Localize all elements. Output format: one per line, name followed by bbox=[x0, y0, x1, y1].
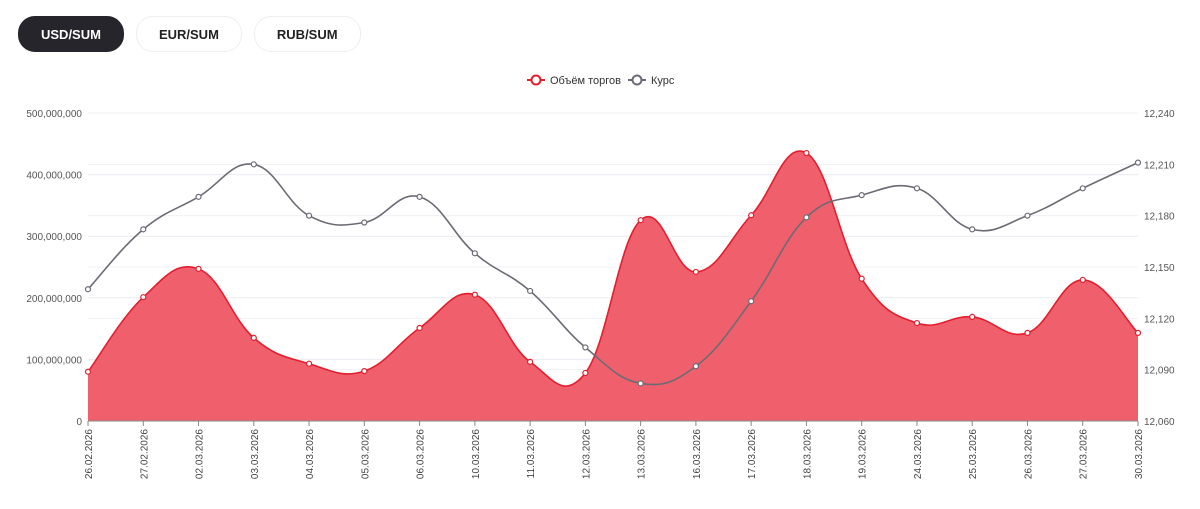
volume-point bbox=[1079, 276, 1086, 284]
left-axis-tick-label: 100,000,000 bbox=[26, 355, 82, 366]
x-axis-tick-label: 11.03.2026 bbox=[526, 429, 537, 479]
rate-point bbox=[913, 185, 921, 192]
currency-tabs: USD/SUM EUR/SUM RUB/SUM bbox=[18, 16, 361, 52]
right-axis-tick-label: 12,180 bbox=[1144, 212, 1175, 223]
rate-point bbox=[305, 212, 313, 219]
volume-point bbox=[748, 212, 755, 219]
x-axis-tick-label: 27.02.2026 bbox=[139, 429, 150, 479]
x-axis-tick-label: 25.03.2026 bbox=[968, 429, 979, 479]
volume-point bbox=[803, 149, 810, 157]
volume-point bbox=[471, 291, 478, 298]
x-axis-tick-label: 24.03.2026 bbox=[913, 429, 924, 479]
x-axis-tick-label: 26.02.2026 bbox=[84, 429, 95, 479]
x-axis-tick-label: 04.03.2026 bbox=[305, 429, 316, 479]
left-axis-tick-label: 500,000,000 bbox=[26, 109, 82, 120]
volume-point bbox=[140, 294, 147, 301]
volume-line bbox=[87, 150, 1139, 387]
left-axis-tick-label: 0 bbox=[76, 417, 82, 428]
rate-point bbox=[1079, 185, 1086, 192]
volume-point bbox=[195, 265, 202, 272]
volume-point bbox=[913, 319, 921, 327]
rate-point bbox=[803, 214, 810, 221]
x-axis-tick-label: 10.03.2026 bbox=[471, 429, 482, 479]
right-axis-tick-label: 12,060 bbox=[1144, 417, 1175, 428]
rate-point bbox=[527, 287, 534, 295]
volume-point bbox=[250, 334, 257, 341]
rate-point bbox=[140, 226, 147, 233]
tab-usd-sum[interactable]: USD/SUM bbox=[18, 16, 124, 52]
legend-item-rate[interactable]: Курс bbox=[628, 74, 675, 87]
right-axis-tick-label: 12,090 bbox=[1144, 366, 1175, 377]
rate-point bbox=[416, 193, 423, 200]
x-axis-tick-label: 16.03.2026 bbox=[692, 429, 703, 479]
left-axis-tick-label: 400,000,000 bbox=[26, 171, 82, 182]
x-axis-tick-label: 12.03.2026 bbox=[581, 429, 592, 479]
tab-eur-sum[interactable]: EUR/SUM bbox=[135, 16, 242, 52]
legend-volume-label: Объём торгов bbox=[550, 75, 621, 87]
x-axis-tick-label: 27.03.2026 bbox=[1079, 429, 1090, 479]
x-axis-tick-label: 03.03.2026 bbox=[250, 429, 261, 479]
volume-point bbox=[361, 368, 368, 375]
legend-volume-marker-icon bbox=[530, 74, 542, 86]
x-axis-tick-label: 02.03.2026 bbox=[195, 429, 206, 479]
x-axis-tick-label: 06.03.2026 bbox=[416, 429, 427, 479]
volume-point bbox=[527, 358, 534, 365]
legend-rate-marker-icon bbox=[631, 74, 643, 86]
volume-point bbox=[1024, 329, 1031, 337]
rate-point bbox=[692, 363, 699, 370]
x-axis-tick-label: 18.03.2026 bbox=[802, 429, 813, 479]
rate-point bbox=[361, 219, 368, 226]
volume-point bbox=[416, 324, 423, 332]
left-axis-tick-label: 200,000,000 bbox=[26, 294, 82, 305]
rate-point bbox=[84, 286, 92, 293]
right-axis-tick-label: 12,150 bbox=[1144, 263, 1175, 274]
tab-rub-sum[interactable]: RUB/SUM bbox=[253, 16, 361, 52]
volume-point bbox=[692, 268, 699, 276]
legend-item-volume[interactable]: Объём торгов bbox=[527, 74, 621, 87]
volume-point bbox=[1134, 329, 1142, 337]
volume-point bbox=[858, 275, 865, 282]
rate-point bbox=[1134, 159, 1142, 166]
volume-point bbox=[969, 313, 976, 320]
x-axis-tick-label: 17.03.2026 bbox=[747, 429, 758, 479]
right-axis-tick-label: 12,210 bbox=[1144, 160, 1175, 171]
x-axis-tick-label: 13.03.2026 bbox=[637, 429, 648, 479]
volume-area bbox=[88, 151, 1138, 421]
rate-point bbox=[582, 344, 589, 351]
x-axis-tick-label: 26.03.2026 bbox=[1023, 429, 1034, 479]
right-axis-tick-label: 12,120 bbox=[1144, 314, 1175, 325]
volume-point bbox=[637, 217, 644, 224]
rate-point bbox=[195, 193, 202, 200]
rate-point bbox=[250, 161, 257, 168]
volume-point bbox=[305, 360, 313, 367]
rate-point bbox=[637, 380, 644, 387]
volume-point bbox=[84, 368, 92, 375]
rate-point bbox=[471, 250, 478, 257]
rate-point bbox=[858, 192, 865, 199]
volume-point bbox=[582, 369, 589, 377]
left-axis-tick-label: 300,000,000 bbox=[26, 232, 82, 243]
x-axis-tick-label: 30.03.2026 bbox=[1134, 429, 1145, 479]
legend: Объём торгов Курс bbox=[527, 74, 675, 87]
legend-rate-label: Курс bbox=[651, 75, 675, 87]
right-axis-tick-label: 12,240 bbox=[1144, 109, 1175, 120]
x-axis-tick-label: 19.03.2026 bbox=[858, 429, 869, 479]
rate-point bbox=[969, 226, 976, 233]
rate-point bbox=[1024, 212, 1031, 219]
x-axis-tick-label: 05.03.2026 bbox=[360, 429, 371, 479]
rate-point bbox=[748, 298, 755, 305]
